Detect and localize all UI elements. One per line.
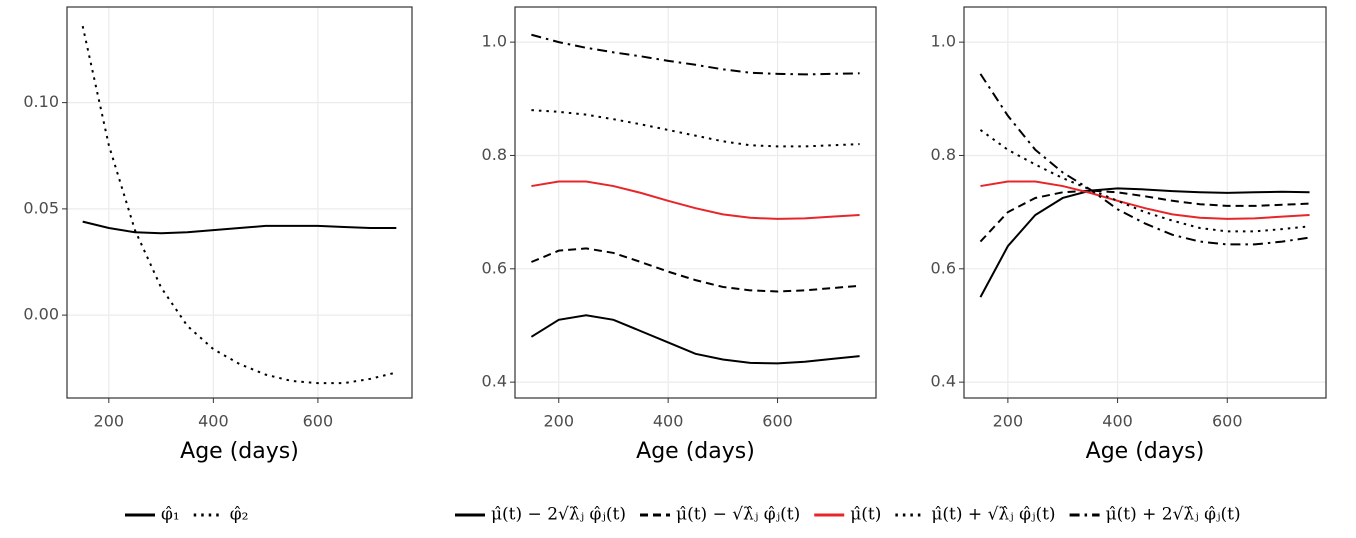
x-tick-label: 400 [1102,412,1133,431]
series-line [531,180,860,220]
y-tick-label: 0.4 [931,372,956,391]
x-tick-label: 400 [198,412,229,431]
legend-label: μ̂(t) [850,505,881,525]
legend-label: μ̂(t) + √λ̂ⱼ φ̂ⱼ(t) [931,505,1055,525]
x-tick-label: 200 [993,412,1024,431]
series-line [531,33,860,76]
y-tick-label: 0.05 [23,198,59,217]
legend-label: φ̂₂ [230,505,249,525]
x-tick-label: 600 [303,412,334,431]
y-tick-label: 0.6 [931,258,956,277]
y-tick-label: 0.8 [482,145,507,164]
series-line [979,189,1310,243]
x-tick-label: 200 [94,412,125,431]
x-tick-label: 200 [543,412,574,431]
y-tick-label: 1.0 [482,32,507,51]
y-tick-label: 0.00 [23,305,59,324]
panel-border [963,6,1327,399]
x-tick-label: 600 [762,412,793,431]
y-tick-label: 0.10 [23,92,59,111]
x-axis-title: Age (days) [1086,439,1205,464]
series-line [979,73,1310,246]
x-tick-label: 600 [1212,412,1243,431]
series-line [82,220,397,235]
series-line [81,25,397,385]
y-tick-label: 0.8 [931,145,956,164]
series-line [980,180,1310,220]
series-line [979,187,1310,298]
panel-border [66,6,413,399]
x-axis-title: Age (days) [636,439,755,464]
legend-label: μ̂(t) − 2√λ̂ⱼ φ̂ⱼ(t) [491,505,626,525]
series-line [530,314,860,365]
series-line [531,109,860,148]
y-tick-label: 0.6 [482,258,507,277]
series-line [531,247,860,293]
legend-label: μ̂(t) − √λ̂ⱼ φ̂ⱼ(t) [676,505,800,525]
y-tick-label: 1.0 [931,32,956,51]
y-tick-label: 0.4 [482,372,507,391]
legend-label: μ̂(t) + 2√λ̂ⱼ φ̂ⱼ(t) [1106,505,1241,525]
legend-label: φ̂₁ [161,505,180,525]
panel-border [514,6,877,399]
x-axis-title: Age (days) [180,439,299,464]
x-tick-label: 400 [653,412,684,431]
